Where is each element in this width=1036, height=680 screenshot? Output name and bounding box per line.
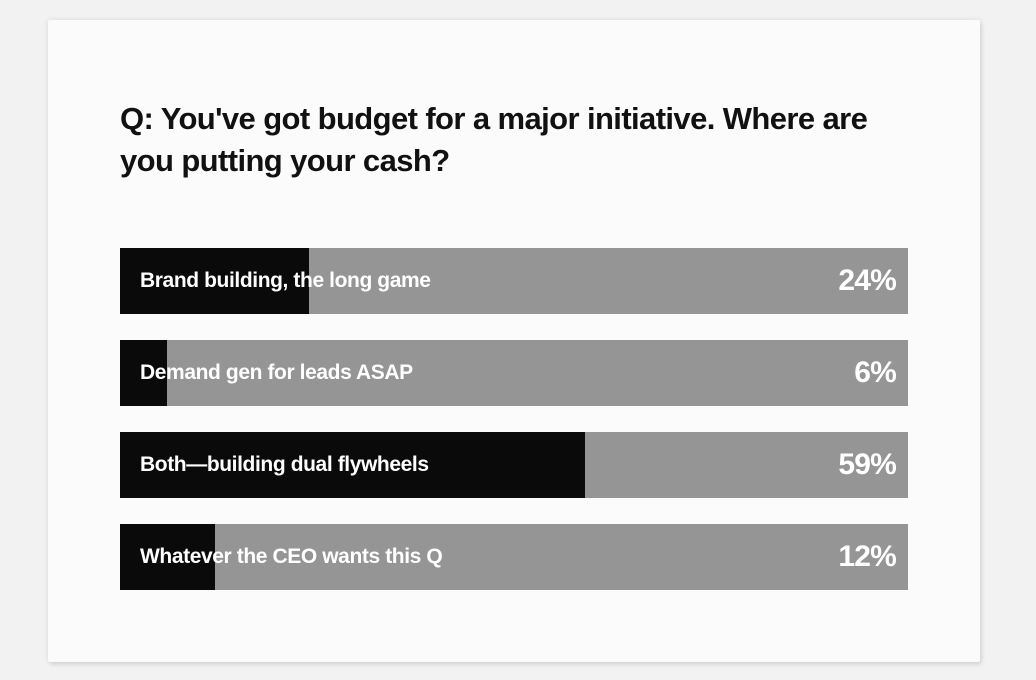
bar-fill xyxy=(120,432,585,498)
bar-value-label: 6% xyxy=(854,356,897,389)
poll-question: Q: You've got budget for a major initiat… xyxy=(120,101,868,178)
bar-label: Whatever the CEO wants this Q xyxy=(140,545,443,568)
poll-option-bar: Brand building, the long game 24% xyxy=(120,248,908,314)
poll-option-bar: Both—building dual flywheels 59% xyxy=(120,432,908,498)
poll-option-bar: Whatever the CEO wants this Q 12% xyxy=(120,524,908,590)
bar-label: Brand building, the long game xyxy=(140,269,431,292)
bar-fill xyxy=(120,524,215,590)
bar-fill xyxy=(120,340,168,406)
bar-track xyxy=(120,340,908,406)
poll-option-bar: Demand gen for leads ASAP 6% xyxy=(120,340,908,406)
bar-fill xyxy=(120,248,310,314)
bar-value-label: 12% xyxy=(838,540,896,573)
bar-value-label: 59% xyxy=(838,448,896,481)
bar-value-label: 24% xyxy=(838,264,896,297)
bar-track xyxy=(120,524,908,590)
bar-label: Demand gen for leads ASAP xyxy=(140,361,413,384)
bar-label: Both—building dual flywheels xyxy=(140,453,429,476)
poll-results-chart: Brand building, the long game 24% Demand g… xyxy=(120,248,908,616)
